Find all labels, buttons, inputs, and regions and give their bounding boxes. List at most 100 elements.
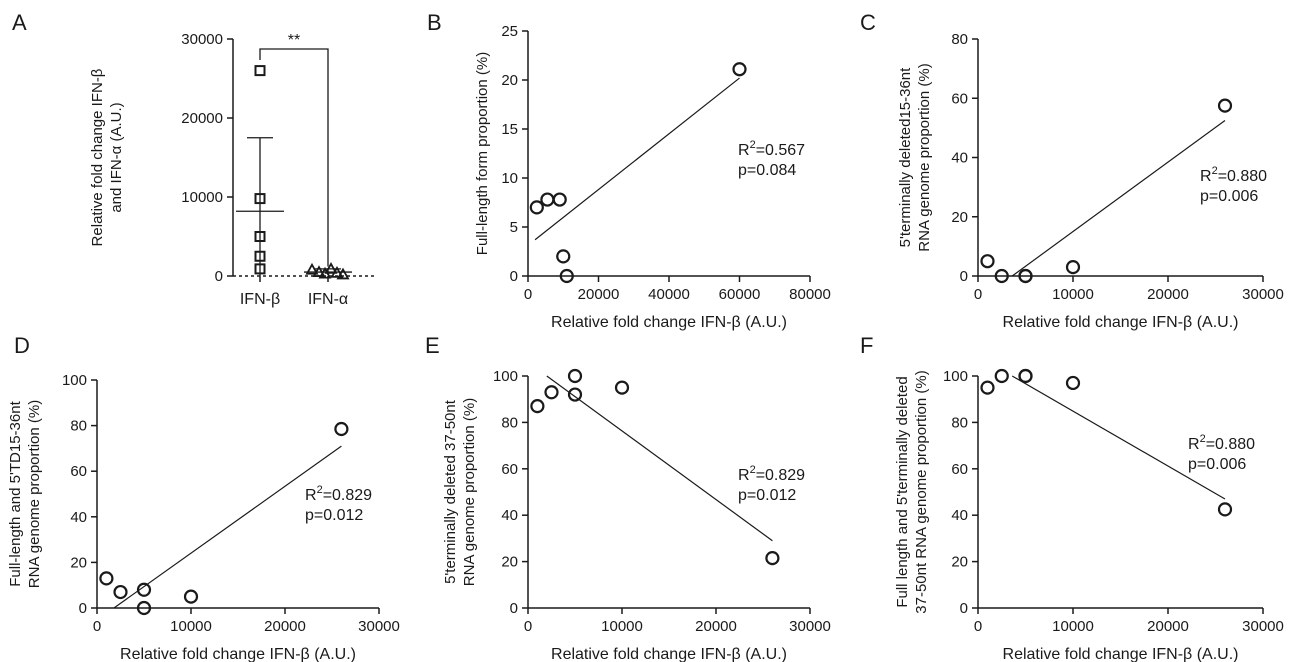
y-tick-label: 25 bbox=[501, 23, 518, 40]
data-point bbox=[1018, 368, 1033, 384]
y-tick-label: 10 bbox=[501, 170, 518, 187]
r-squared-label: R2=0.829 bbox=[305, 484, 372, 504]
x-tick-label: 30000 bbox=[789, 618, 831, 635]
y-tick-label: 80 bbox=[951, 414, 968, 431]
y-tick-label: 15 bbox=[501, 121, 518, 138]
y-axis-label-line: Relative fold change IFN-β bbox=[89, 68, 106, 246]
r-squared-value: =0.567 bbox=[756, 142, 805, 159]
category-label: IFN-α bbox=[308, 291, 348, 308]
x-axis-label: Relative fold change IFN-β (A.U.) bbox=[1003, 314, 1239, 331]
y-tick-label: 40 bbox=[70, 509, 87, 526]
data-point bbox=[113, 584, 128, 600]
x-tick-label: 20000 bbox=[695, 618, 737, 635]
panel-letter: E bbox=[425, 333, 440, 358]
data-point bbox=[136, 600, 152, 616]
r-squared-value: =0.880 bbox=[1218, 168, 1267, 185]
r-squared-prefix: R bbox=[738, 467, 750, 484]
r-squared-prefix: R bbox=[1188, 436, 1200, 453]
data-point bbox=[732, 62, 747, 77]
r-squared-prefix: R bbox=[738, 142, 750, 159]
x-tick-label: 0 bbox=[524, 618, 532, 635]
data-point-triangle bbox=[305, 262, 319, 275]
x-tick-label: 30000 bbox=[1242, 618, 1284, 635]
panel-letter: A bbox=[12, 10, 27, 35]
data-point bbox=[334, 421, 349, 437]
y-tick-label: 40 bbox=[951, 150, 968, 167]
panel-letter: D bbox=[14, 333, 30, 358]
r-squared-prefix: R bbox=[1200, 168, 1212, 185]
y-axis-label-line: Full-length form proportion (%) bbox=[474, 52, 491, 255]
y-tick-label: 10000 bbox=[181, 189, 223, 206]
y-axis-label-line: RNA genome proportion (%) bbox=[26, 400, 43, 588]
data-point bbox=[1018, 268, 1033, 284]
data-point bbox=[765, 551, 780, 566]
y-tick-label: 60 bbox=[951, 90, 968, 107]
r-squared-superscript: 2 bbox=[750, 464, 756, 476]
y-tick-label: 5 bbox=[510, 219, 518, 236]
y-axis-label-line: 37-50nt RNA genome proportion (%) bbox=[913, 370, 930, 613]
r-squared-superscript: 2 bbox=[317, 484, 323, 496]
regression-line bbox=[1011, 375, 1226, 500]
regression-line bbox=[546, 375, 773, 542]
data-point bbox=[980, 380, 995, 395]
y-tick-label: 30000 bbox=[181, 31, 223, 48]
y-tick-label: 20 bbox=[501, 554, 518, 571]
data-point-square bbox=[254, 65, 266, 77]
significance-bracket bbox=[259, 48, 329, 267]
y-axis-label-line: RNA genome proportion (%) bbox=[916, 63, 933, 251]
data-point bbox=[529, 200, 544, 215]
r-squared-label: R2=0.880 bbox=[1200, 165, 1267, 185]
data-point bbox=[1065, 260, 1081, 275]
y-tick-label: 0 bbox=[960, 600, 968, 617]
x-axis-label: Relative fold change IFN-β (A.U.) bbox=[551, 646, 787, 662]
y-axis-label: 5'terminally deleted15-36nt RNA genome pr… bbox=[897, 63, 933, 251]
x-tick-label: 0 bbox=[93, 618, 101, 635]
r-squared-value: =0.880 bbox=[1206, 436, 1255, 453]
r-squared-label: R2=0.829 bbox=[738, 464, 805, 484]
data-point bbox=[567, 387, 583, 402]
panel-letter: B bbox=[427, 10, 442, 35]
x-tick-label: 20000 bbox=[1147, 618, 1189, 635]
data-point bbox=[994, 268, 1009, 284]
r-squared-label: R2=0.880 bbox=[1188, 433, 1255, 453]
y-tick-label: 20 bbox=[501, 72, 518, 89]
y-axis-label-line: 5'terminally deleted 37-50nt bbox=[442, 399, 459, 584]
data-point-triangle bbox=[336, 267, 350, 280]
x-tick-label: 30000 bbox=[358, 618, 400, 635]
r-squared-superscript: 2 bbox=[1200, 433, 1206, 445]
y-tick-label: 0 bbox=[510, 268, 518, 285]
r-squared-value: =0.829 bbox=[756, 467, 805, 484]
data-point bbox=[1217, 98, 1233, 113]
r-squared-superscript: 2 bbox=[1212, 165, 1218, 177]
x-tick-label: 40000 bbox=[648, 286, 690, 303]
y-tick-label: 80 bbox=[70, 418, 87, 435]
y-tick-label: 0 bbox=[510, 600, 518, 617]
data-point-square bbox=[254, 250, 266, 262]
data-point bbox=[136, 582, 152, 597]
y-axis-label-line: 5'terminally deleted15-36nt bbox=[897, 67, 914, 247]
y-axis-label-line: and IFN-α (A.U.) bbox=[108, 102, 125, 212]
y-tick-label: 20 bbox=[951, 209, 968, 226]
y-tick-label: 60 bbox=[951, 461, 968, 478]
y-axis-label-line: Full length and 5'terminally deleted bbox=[894, 376, 911, 607]
x-axis-label: Relative fold change IFN-β (A.U.) bbox=[1003, 646, 1239, 662]
y-tick-label: 20 bbox=[951, 554, 968, 571]
regression-line bbox=[113, 445, 342, 609]
x-tick-label: 20000 bbox=[578, 286, 620, 303]
y-tick-label: 0 bbox=[79, 600, 87, 617]
y-tick-label: 100 bbox=[493, 368, 518, 385]
data-point-triangle bbox=[312, 265, 326, 277]
y-axis-label: Full length and 5'terminally deleted 37-5… bbox=[894, 370, 930, 613]
y-tick-label: 80 bbox=[951, 31, 968, 48]
x-tick-label: 0 bbox=[974, 286, 982, 303]
p-value-label: p=0.006 bbox=[1188, 456, 1246, 473]
data-point bbox=[183, 589, 199, 604]
x-tick-label: 30000 bbox=[1242, 286, 1284, 303]
x-axis-label: Relative fold change IFN-β (A.U.) bbox=[120, 646, 356, 662]
data-point bbox=[544, 385, 559, 400]
panel-letter: F bbox=[860, 333, 873, 358]
panel-letter: C bbox=[860, 10, 876, 35]
